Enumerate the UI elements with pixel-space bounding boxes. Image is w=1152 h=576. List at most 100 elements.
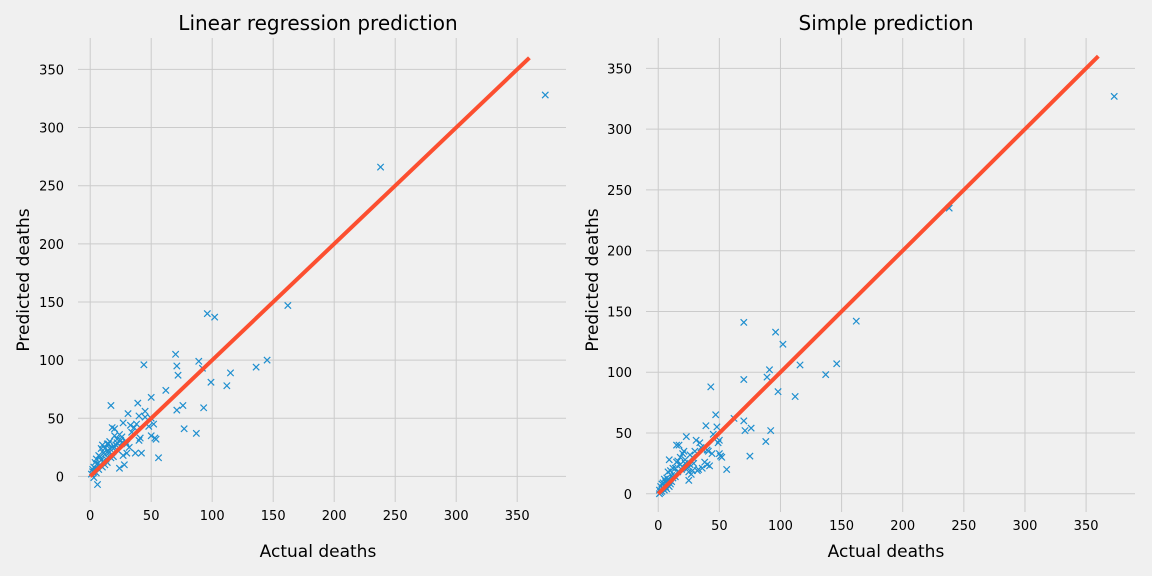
y-tick-label: 200 xyxy=(607,245,632,260)
data-point xyxy=(162,386,170,394)
x-tick-label: 300 xyxy=(444,509,469,524)
data-point xyxy=(671,464,679,472)
y-tick-label: 350 xyxy=(607,62,632,77)
y-tick-label: 150 xyxy=(39,296,64,311)
data-point xyxy=(712,411,720,419)
data-point xyxy=(135,412,143,420)
data-point xyxy=(664,468,672,476)
data-point xyxy=(796,361,804,369)
data-point xyxy=(173,406,181,414)
left-chart-ticks: 0 50 100 150 200 250 300 350 0 50 100 150 200 250 300 3… xyxy=(39,63,529,524)
data-point xyxy=(708,450,716,458)
data-point xyxy=(1110,92,1118,100)
right-chart-ylabel: Predicted deaths xyxy=(583,208,603,351)
data-point xyxy=(203,309,211,318)
y-tick-label: 50 xyxy=(47,412,64,427)
data-point xyxy=(147,432,155,440)
data-point xyxy=(765,366,774,374)
data-point xyxy=(192,429,200,438)
y-tick-label: 300 xyxy=(39,122,64,137)
right-chart-title: Simple prediction xyxy=(799,11,974,35)
data-point xyxy=(141,407,149,415)
data-point xyxy=(771,328,780,336)
data-point xyxy=(135,436,143,444)
right-chart-ticks: 0 50 100 150 200 250 300 350 0 50 100 150 200 250 300 3… xyxy=(607,62,1098,534)
data-point xyxy=(95,451,103,460)
data-point xyxy=(833,360,841,368)
right-chart-panel: Simple prediction Actual deaths Predicte… xyxy=(583,11,1135,562)
data-point xyxy=(130,423,138,432)
data-point xyxy=(679,450,687,458)
data-point xyxy=(207,378,215,386)
data-point xyxy=(134,399,142,407)
data-point xyxy=(171,350,180,358)
data-point xyxy=(672,458,681,466)
data-point xyxy=(688,467,697,475)
data-point xyxy=(740,417,748,425)
x-tick-label: 350 xyxy=(505,509,530,524)
y-tick-label: 100 xyxy=(607,366,632,381)
data-point xyxy=(147,393,155,401)
data-point xyxy=(701,458,709,466)
data-point xyxy=(284,301,292,310)
data-point xyxy=(791,392,799,401)
data-point xyxy=(774,388,782,396)
data-point xyxy=(822,371,830,379)
data-point xyxy=(707,383,715,391)
y-tick-label: 350 xyxy=(39,63,64,78)
data-point xyxy=(125,443,133,451)
data-point xyxy=(93,480,102,489)
data-point xyxy=(263,356,271,364)
data-point xyxy=(107,401,115,410)
data-point xyxy=(686,451,694,459)
data-point xyxy=(541,91,549,99)
data-point xyxy=(115,430,124,439)
data-point xyxy=(119,419,127,427)
x-tick-label: 150 xyxy=(261,509,286,524)
data-point xyxy=(108,423,116,432)
left-chart-xlabel: Actual deaths xyxy=(260,542,377,562)
data-point xyxy=(113,439,121,447)
data-point xyxy=(741,426,749,435)
x-tick-label: 0 xyxy=(86,509,94,524)
y-tick-label: 50 xyxy=(615,427,632,442)
y-tick-label: 250 xyxy=(39,180,64,195)
data-point xyxy=(747,424,755,432)
data-point xyxy=(200,404,208,412)
data-point xyxy=(676,453,684,461)
right-chart-xlabel: Actual deaths xyxy=(828,542,945,562)
y-tick-label: 0 xyxy=(56,470,64,485)
data-point xyxy=(852,317,860,325)
data-point xyxy=(141,413,149,421)
x-tick-label: 250 xyxy=(383,509,408,524)
x-tick-label: 150 xyxy=(829,519,854,534)
data-point xyxy=(723,465,731,474)
data-point xyxy=(110,425,119,433)
data-point xyxy=(682,433,690,441)
data-point xyxy=(713,423,721,431)
reference-line xyxy=(656,54,1100,496)
data-point xyxy=(137,449,146,457)
y-tick-label: 200 xyxy=(39,238,64,253)
data-point xyxy=(120,461,128,469)
data-point xyxy=(767,426,775,435)
data-point xyxy=(692,436,700,444)
data-point xyxy=(195,357,203,365)
data-point xyxy=(762,437,770,446)
y-tick-label: 150 xyxy=(607,305,632,320)
data-point xyxy=(97,444,105,453)
data-point xyxy=(779,340,787,348)
x-tick-label: 200 xyxy=(322,509,347,524)
data-point xyxy=(675,441,683,449)
x-tick-label: 0 xyxy=(654,519,662,534)
data-point xyxy=(180,425,188,433)
data-point xyxy=(672,441,681,449)
data-point xyxy=(746,452,754,460)
reference-line xyxy=(88,56,531,478)
data-point xyxy=(150,420,158,428)
data-point xyxy=(665,456,673,464)
left-chart-ylabel: Predicted deaths xyxy=(14,208,34,351)
data-point xyxy=(252,363,260,371)
data-point xyxy=(132,420,141,428)
x-tick-label: 250 xyxy=(951,519,976,534)
